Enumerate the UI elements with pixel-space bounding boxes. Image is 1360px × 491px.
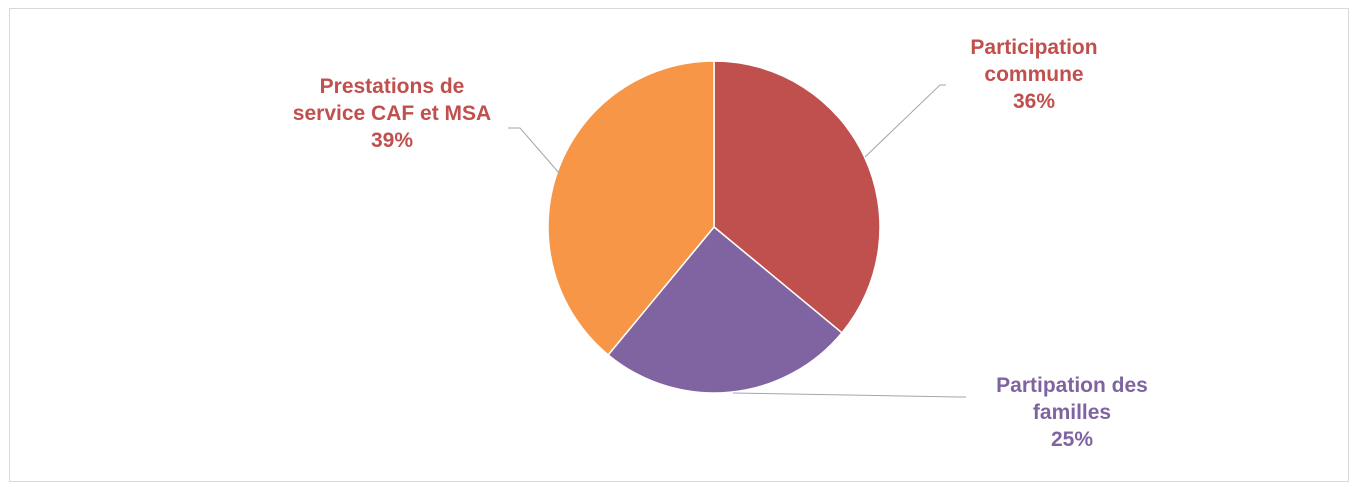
data-label-line: service CAF et MSA <box>293 102 491 125</box>
leader-line-2 <box>508 127 560 174</box>
pie-slice-0 <box>713 60 881 334</box>
data-label-line: familles <box>1033 401 1111 424</box>
data-label-line: Partipation des <box>996 374 1148 397</box>
data-label-line: Prestations de <box>320 75 465 98</box>
pie-slices <box>547 60 881 394</box>
data-label-percent: 25% <box>1051 428 1093 451</box>
data-label-1: Partipation des familles 25% <box>996 374 1148 451</box>
data-label-2: Prestations de service CAF et MSA 39% <box>293 75 491 152</box>
leader-lines <box>508 84 966 398</box>
leader-line-0 <box>864 84 946 158</box>
data-label-percent: 39% <box>371 129 413 152</box>
data-label-0: Participation commune 36% <box>970 36 1097 113</box>
data-label-percent: 36% <box>1013 90 1055 113</box>
data-labels: Participation commune 36% Partipation des fa… <box>293 36 1148 451</box>
pie-slice-2 <box>547 60 715 356</box>
leader-line-1 <box>732 392 966 398</box>
data-label-line: commune <box>984 63 1083 86</box>
data-label-line: Participation <box>970 36 1097 59</box>
pie-slice-1 <box>607 225 843 394</box>
